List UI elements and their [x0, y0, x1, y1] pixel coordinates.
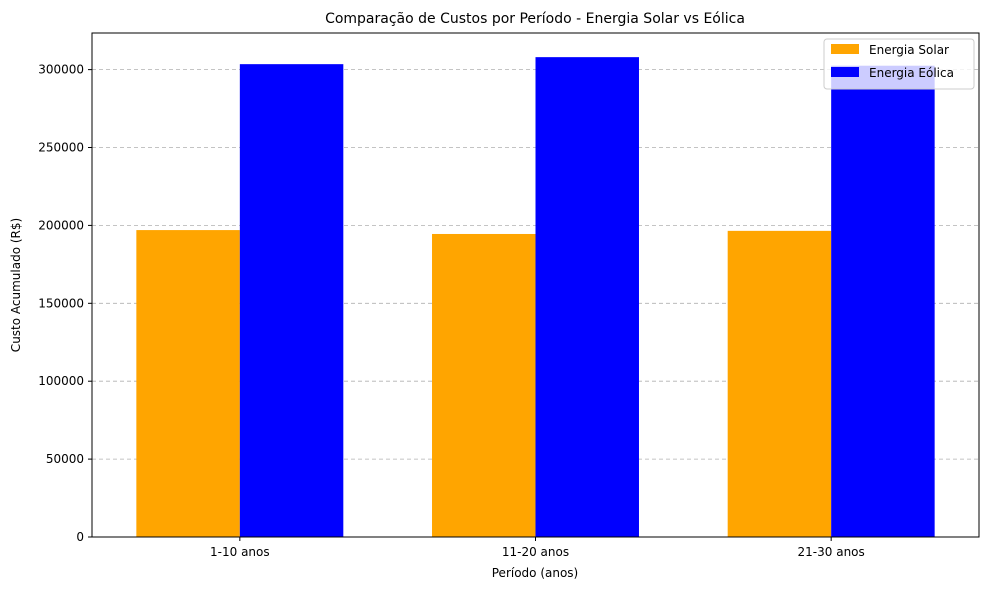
bar-eolica — [239, 64, 344, 538]
legend-box — [823, 38, 975, 90]
legend-label-eolica: Energia Eólica — [869, 66, 954, 80]
x-tick-label: 21-30 anos — [798, 545, 865, 559]
bar-solar — [432, 233, 536, 538]
y-tick-label: 150000 — [38, 296, 84, 310]
y-tick-label: 0 — [76, 530, 84, 544]
bars — [136, 57, 935, 538]
x-tick-label: 11-20 anos — [502, 545, 569, 559]
y-tick-label: 100000 — [38, 374, 84, 388]
legend-label-solar: Energia Solar — [869, 43, 949, 57]
y-tick-label: 250000 — [38, 141, 84, 155]
legend: Energia Solar Energia Eólica — [823, 38, 975, 90]
y-tick-label: 50000 — [46, 452, 84, 466]
y-tick-label: 200000 — [38, 218, 84, 232]
x-axis: 1-10 anos 11-20 anos 21-30 anos — [210, 537, 865, 559]
bar-eolica — [831, 65, 935, 537]
x-tick-label: 1-10 anos — [210, 545, 270, 559]
chart-title: Comparação de Custos por Período - Energ… — [325, 11, 745, 27]
y-tick-label: 300000 — [38, 63, 84, 77]
y-axis: 0 50000 100000 150000 200000 250000 300000 — [38, 63, 92, 544]
legend-swatch-solar — [831, 44, 859, 54]
y-axis-label: Custo Acumulado (R$) — [9, 218, 23, 352]
bar-solar — [136, 230, 240, 537]
bar-solar — [727, 230, 832, 537]
bar-eolica — [535, 57, 639, 537]
x-axis-label: Período (anos) — [492, 566, 579, 580]
legend-swatch-eolica — [831, 67, 859, 77]
